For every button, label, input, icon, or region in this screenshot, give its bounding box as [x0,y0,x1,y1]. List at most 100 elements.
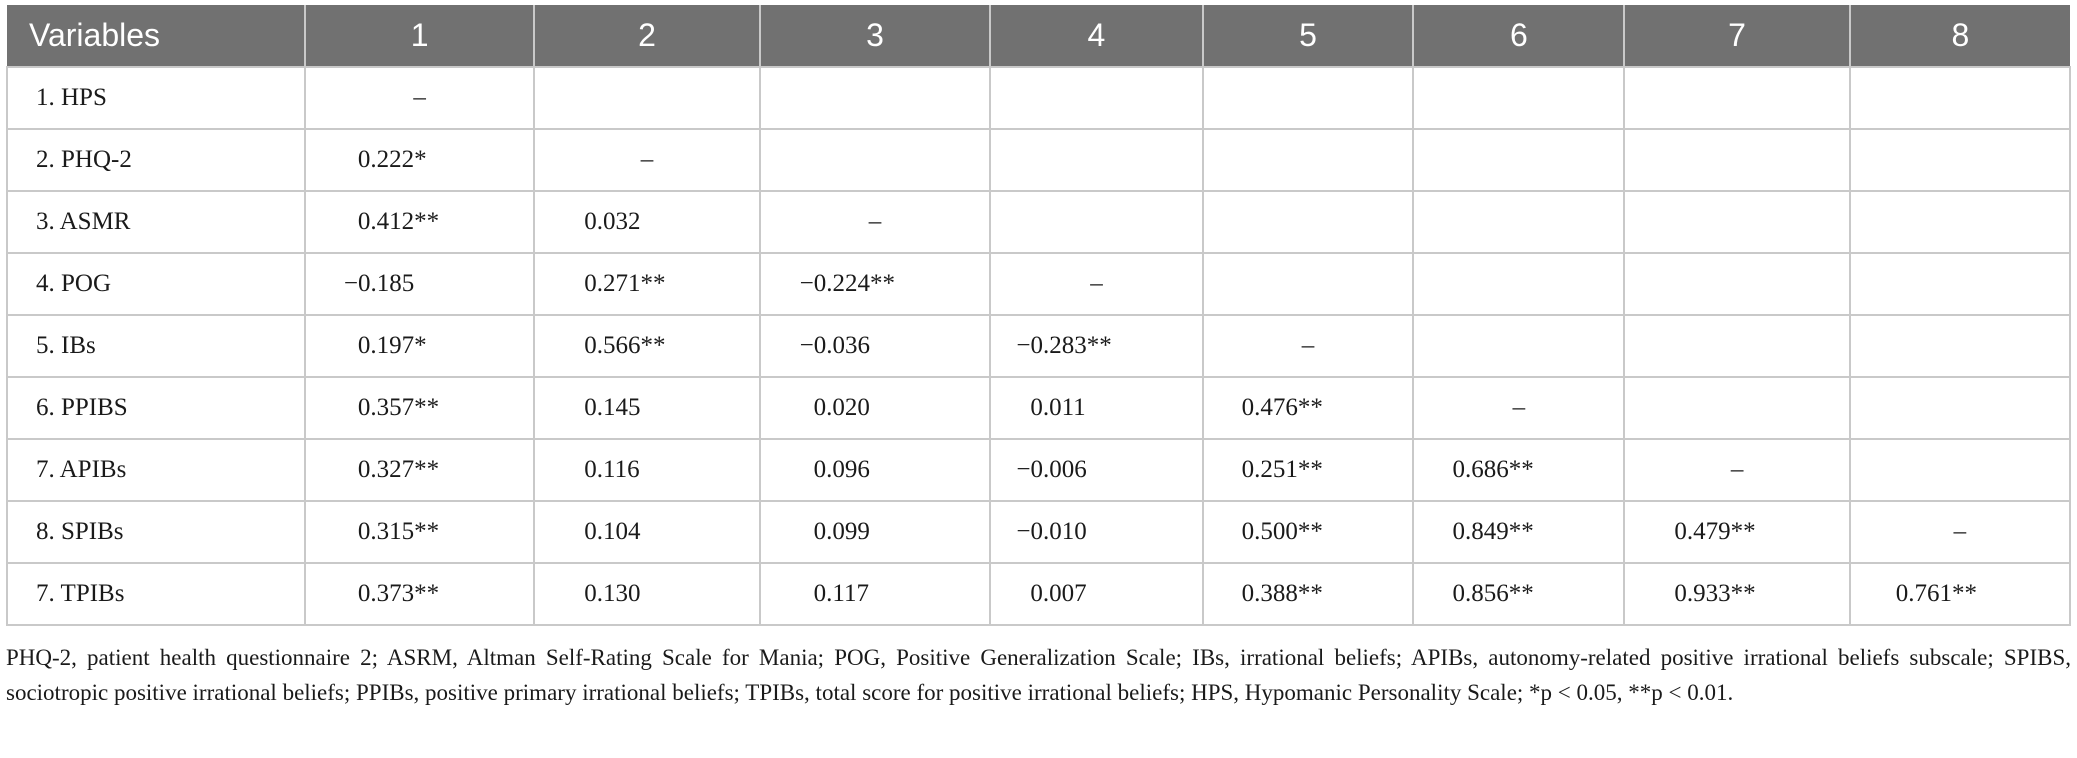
correlation-value: −0.185 [303,252,536,316]
empty-cell [1848,190,2072,254]
table-row: 3. ASMR 0.412** 0.032 – [6,190,2072,254]
correlation-value: 0.686** [1412,438,1626,502]
correlation-value-text: 0.130 [584,580,641,607]
correlation-value-text: 0.251** [1241,456,1323,483]
correlation-value-text: 0.479** [1674,518,1756,545]
correlation-value: 0.566** [533,314,761,378]
correlation-value-text: 0.145 [584,394,641,421]
empty-cell [1412,190,1626,254]
correlation-value-text: 0.315** [357,518,440,545]
correlation-value: 0.099 [758,500,992,564]
correlation-value: 0.476** [1201,376,1415,440]
diagonal-cell: – [1201,314,1415,378]
correlation-value-text: 0.011 [1030,394,1086,421]
table-header-row: Variables 1 2 3 4 5 6 7 8 [7,5,2070,67]
empty-cell [1623,66,1851,130]
header-col-5: 5 [1202,5,1415,67]
variable-label: 1. HPS [6,66,306,130]
empty-cell [1623,128,1851,192]
correlation-value: 0.145 [533,376,761,440]
correlation-value-text: −0.185 [343,270,415,297]
diagonal-cell: – [1623,438,1851,502]
empty-cell [989,66,1204,130]
correlation-value-text: 0.032 [584,208,641,235]
diagonal-cell: – [1848,500,2072,564]
variable-label: 2. PHQ-2 [6,128,306,192]
correlation-value: 0.104 [533,500,761,564]
header-col-4: 4 [990,5,1204,67]
empty-cell [1201,190,1415,254]
diagonal-cell: – [1412,376,1626,440]
correlation-value-text: 0.933** [1674,580,1756,607]
header-col-8: 8 [1849,5,2070,67]
correlation-value: −0.283** [989,314,1204,378]
correlation-value-text: 0.327** [357,456,440,483]
correlation-value: 0.271** [533,252,761,316]
correlation-value-text: 0.849** [1452,518,1534,545]
correlation-value: 0.011 [989,376,1204,440]
table-body: 1. HPS –2. PHQ-2 0.222* –3. ASMR 0.412** 0.03… [6,66,2072,626]
empty-cell [1201,252,1415,316]
correlation-value: 0.130 [533,562,761,626]
empty-cell [1412,314,1626,378]
correlation-value: 0.007 [989,562,1204,626]
empty-cell [1623,252,1851,316]
variable-label: 3. ASMR [6,190,306,254]
empty-cell [989,190,1204,254]
correlation-value-text: 0.197* [357,332,427,359]
empty-cell [1848,128,2072,192]
correlation-value-text: −0.224** [799,270,896,297]
diagonal-cell: – [989,252,1204,316]
correlation-value: 0.357** [303,376,536,440]
empty-cell [1412,128,1626,192]
correlation-value: −0.010 [989,500,1204,564]
correlation-value-text: 0.686** [1452,456,1534,483]
correlation-value: 0.117 [758,562,992,626]
correlation-value: 0.116 [533,438,761,502]
header-col-7: 7 [1624,5,1851,67]
correlation-value-text: 0.500** [1241,518,1323,545]
table-row: 6. PPIBS 0.357** 0.145 0.020 0.011 0.476** – [6,376,2072,440]
correlation-value-text: −0.036 [799,332,871,359]
header-col-6: 6 [1413,5,1626,67]
correlation-value: 0.500** [1201,500,1415,564]
header-variables: Variables [7,5,306,67]
table-row: 8. SPIBs 0.315** 0.104 0.099 −0.010 0.500** 0.… [6,500,2072,564]
empty-cell [989,128,1204,192]
correlation-value-text: 0.388** [1241,580,1323,607]
variable-label: 7. TPIBs [6,562,306,626]
correlation-value-text: 0.104 [584,518,641,545]
correlation-value: −0.224** [758,252,992,316]
table-footnote: PHQ-2, patient health questionnaire 2; A… [6,645,2071,705]
correlation-value: 0.032 [533,190,761,254]
correlation-value: −0.006 [989,438,1204,502]
correlation-value: 0.315** [303,500,536,564]
diagonal-cell: – [303,66,536,130]
empty-cell [1623,376,1851,440]
empty-cell [1848,438,2072,502]
correlation-value-text: 0.007 [1030,580,1087,607]
correlation-value-text: 0.761** [1895,580,1978,607]
correlation-value: 0.096 [758,438,992,502]
empty-cell [1848,66,2072,130]
correlation-value: 0.933** [1623,562,1851,626]
diagonal-cell: – [533,128,761,192]
correlation-value-text: −0.010 [1016,518,1087,545]
empty-cell [1848,376,2072,440]
header-col-3: 3 [759,5,992,67]
correlation-value-text: 0.096 [813,456,870,483]
table-row: 4. POG −0.185 0.271** −0.224** – [6,252,2072,316]
empty-cell [1848,252,2072,316]
variable-label: 5. IBs [6,314,306,378]
variable-label: 7. APIBs [6,438,306,502]
variable-label: 6. PPIBS [6,376,306,440]
correlation-value-text: 0.222* [357,146,427,173]
correlation-value: 0.479** [1623,500,1851,564]
correlation-value-text: 0.412** [357,208,440,235]
correlation-value: 0.222* [303,128,536,192]
correlation-value: 0.251** [1201,438,1415,502]
variable-label: 4. POG [6,252,306,316]
correlation-value: −0.036 [758,314,992,378]
correlation-value: 0.856** [1412,562,1626,626]
correlation-value-text: 0.099 [813,518,870,545]
